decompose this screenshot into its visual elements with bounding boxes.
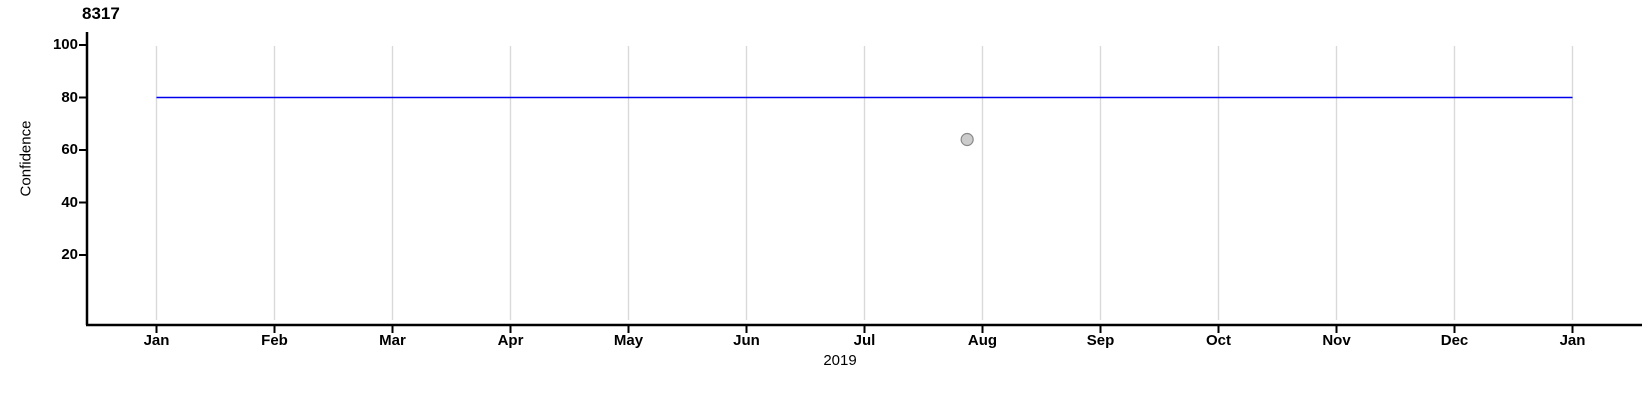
x-tick-label-feb-1: Feb: [261, 332, 288, 349]
x-tick-label-jul-6: Jul: [853, 332, 876, 349]
data-point-0[interactable]: [960, 132, 974, 147]
x-tick-label-jan-0: Jan: [143, 332, 170, 349]
x-tick-label-oct-9: Oct: [1205, 332, 1231, 349]
y-tick-label-100: 100: [52, 36, 78, 53]
x-tick-label-mar-2: Mar: [379, 332, 406, 349]
x-tick-label-jun-5: Jun: [733, 332, 760, 349]
y-tick-labels: 20 40 60 80 100: [20, 0, 78, 400]
series-point-group: [960, 132, 974, 147]
x-tick-label-sep-8: Sep: [1086, 332, 1115, 349]
x-tick-label-jan-12: Jan: [1559, 332, 1586, 349]
y-tick-label-60: 60: [61, 141, 78, 158]
x-tick-label-apr-3: Apr: [497, 332, 524, 349]
x-tick-label-may-4: May: [613, 332, 644, 349]
gridlines-group: [155, 46, 1574, 320]
y-tick-label-80: 80: [61, 88, 78, 106]
x-axis-title: 2019: [0, 352, 1650, 369]
y-tick-label-20: 20: [61, 246, 78, 263]
chart-title: 8317: [82, 4, 120, 23]
y-tick-marks-group: [79, 44, 87, 256]
x-tick-label-nov-10: Nov: [1322, 332, 1351, 349]
y-tick-label-40: 40: [61, 193, 78, 211]
x-tick-label-aug-7: Aug: [967, 332, 998, 349]
x-axis-title-text: 2019: [823, 352, 857, 369]
x-tick-marks-group: [155, 325, 1574, 333]
x-tick-label-dec-11: Dec: [1440, 332, 1469, 349]
